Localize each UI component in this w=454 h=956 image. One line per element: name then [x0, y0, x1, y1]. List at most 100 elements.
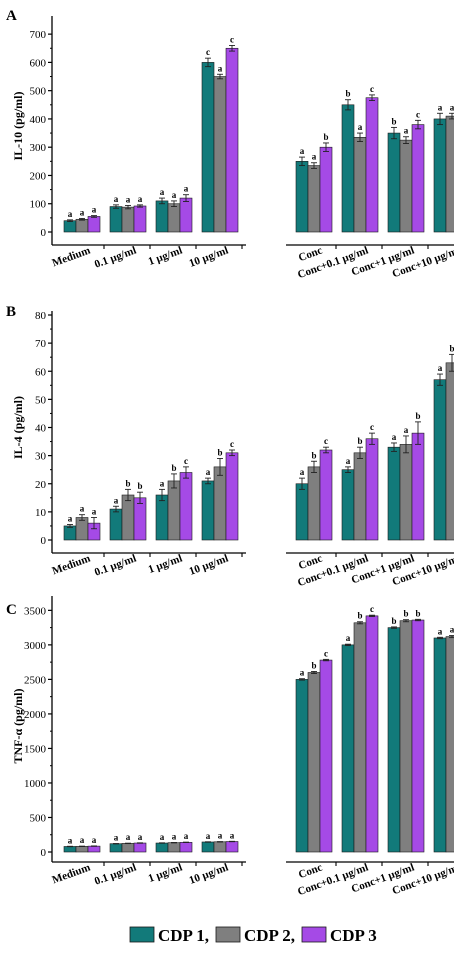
bar — [225, 47, 239, 233]
significance-label: c — [370, 604, 374, 614]
significance-label: a — [160, 187, 165, 197]
significance-label: a — [312, 152, 317, 162]
significance-label: c — [370, 422, 374, 432]
significance-label: a — [300, 146, 305, 156]
bar — [225, 452, 239, 541]
bar — [225, 841, 239, 853]
bar — [109, 206, 123, 233]
significance-label: a — [450, 625, 454, 635]
bar — [319, 449, 333, 541]
x-tick-label: 0.1 µg/ml — [93, 553, 138, 579]
y-tick-label: 100 — [30, 199, 47, 211]
significance-label: b — [403, 609, 408, 619]
bar — [387, 446, 401, 541]
bar — [213, 76, 227, 233]
x-tick-label: 0.1 µg/ml — [93, 245, 138, 271]
significance-label: a — [114, 495, 119, 505]
x-tick-label: 10 µg/ml — [188, 862, 231, 887]
bar — [133, 497, 147, 541]
bar — [341, 104, 355, 233]
bar — [155, 842, 169, 853]
y-tick-label: 30 — [35, 451, 47, 463]
significance-label: a — [172, 190, 177, 200]
significance-label: c — [230, 439, 234, 449]
significance-label: b — [415, 608, 420, 618]
significance-label: a — [404, 126, 409, 136]
bar — [201, 841, 215, 853]
significance-label: a — [300, 467, 305, 477]
bar — [201, 62, 215, 233]
significance-label: a — [438, 102, 443, 112]
y-tick-label: 10 — [35, 507, 47, 519]
bar — [353, 137, 367, 233]
bar — [155, 200, 169, 233]
x-tick-label: 0.1 µg/ml — [93, 862, 138, 888]
y-tick-label: 0 — [41, 227, 47, 239]
significance-label: a — [68, 835, 73, 845]
significance-label: a — [126, 832, 131, 842]
y-tick-label: 20 — [35, 479, 47, 491]
significance-label: b — [415, 411, 420, 421]
panel-label: B — [6, 304, 16, 320]
bar — [353, 622, 367, 853]
significance-label: c — [324, 648, 328, 658]
significance-label: a — [80, 835, 85, 845]
significance-label: a — [68, 209, 73, 219]
significance-label: b — [217, 447, 222, 457]
bar — [341, 469, 355, 541]
significance-label: b — [449, 343, 454, 353]
bar — [433, 118, 447, 233]
bar — [63, 220, 77, 233]
significance-label: b — [391, 616, 396, 626]
bar — [387, 627, 401, 853]
significance-label: a — [206, 467, 211, 477]
bar — [387, 132, 401, 233]
bar — [179, 472, 193, 541]
y-axis-label: IL-4 (pg/ml) — [11, 396, 25, 459]
panel-label: A — [6, 8, 17, 24]
significance-label: c — [370, 84, 374, 94]
bar — [167, 203, 181, 233]
significance-label: a — [206, 831, 211, 841]
y-tick-label: 300 — [30, 142, 47, 154]
bar — [307, 466, 321, 541]
bar — [109, 508, 123, 541]
bar — [167, 480, 181, 541]
significance-label: a — [438, 363, 443, 373]
bar — [75, 846, 89, 853]
x-tick-label: Medium — [51, 245, 92, 270]
significance-label: a — [80, 504, 85, 514]
bar — [445, 636, 454, 853]
y-tick-label: 60 — [35, 366, 47, 378]
significance-label: a — [92, 507, 97, 517]
significance-label: b — [323, 132, 328, 142]
bar — [399, 139, 413, 233]
significance-label: a — [160, 832, 165, 842]
significance-label: b — [311, 660, 316, 670]
x-tick-label: Medium — [51, 862, 92, 887]
significance-label: a — [172, 831, 177, 841]
x-tick-label: Medium — [51, 553, 92, 578]
bar — [201, 480, 215, 541]
y-tick-label: 3500 — [24, 605, 47, 617]
significance-label: a — [184, 184, 189, 194]
y-tick-label: 1000 — [24, 778, 47, 790]
bar — [307, 165, 321, 233]
bar — [63, 525, 77, 541]
bar — [433, 637, 447, 853]
bar — [411, 432, 425, 541]
panel-C: C 0 500 1000 1500 2000 2500 3000 3500 TNF-α (pg/m… — [6, 596, 454, 898]
bar — [411, 619, 425, 853]
bar — [319, 146, 333, 233]
significance-label: a — [392, 432, 397, 442]
legend-swatch — [215, 926, 241, 943]
bar — [87, 216, 101, 233]
legend-swatch — [301, 926, 327, 943]
bar — [399, 444, 413, 541]
panel-label: C — [6, 602, 17, 618]
bar — [213, 466, 227, 541]
significance-label: c — [230, 34, 234, 44]
y-tick-label: 3000 — [24, 640, 47, 652]
significance-label: b — [357, 436, 362, 446]
